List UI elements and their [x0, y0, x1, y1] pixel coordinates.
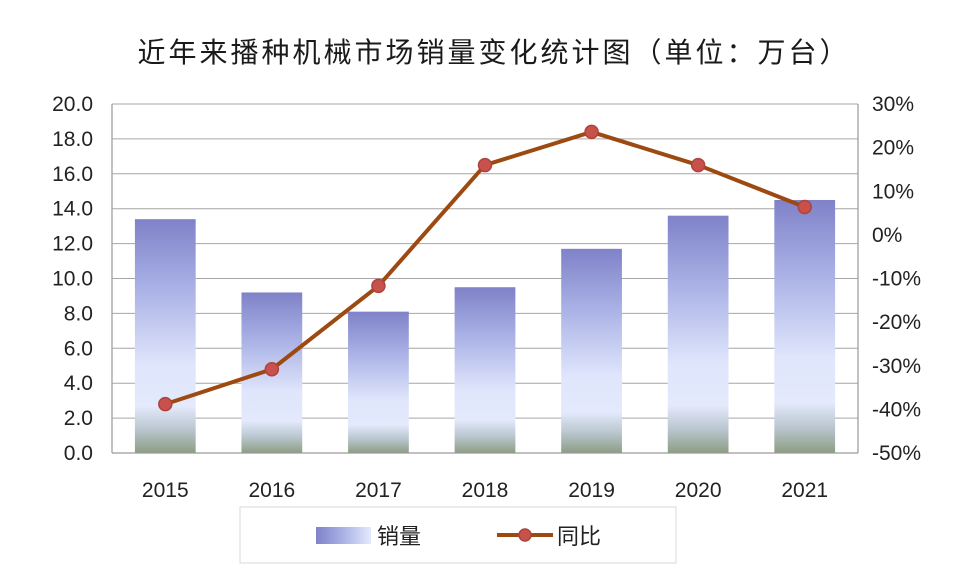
- x-tick-label: 2021: [781, 479, 828, 502]
- y-left-tick-label: 0.0: [64, 442, 93, 465]
- y-right-tick-label: -20%: [872, 311, 921, 334]
- x-tick-label: 2018: [462, 479, 509, 502]
- bar: [774, 199, 836, 453]
- line-marker: [264, 361, 280, 377]
- legend-bar-swatch: [316, 527, 371, 544]
- y-right-tick-label: 0%: [872, 224, 902, 247]
- y-right-tick-label: -40%: [872, 398, 921, 421]
- y-right-tick-label: 20%: [872, 137, 914, 160]
- bar: [561, 248, 622, 453]
- legend-box: [239, 506, 677, 564]
- y-left-tick-label: 6.0: [64, 337, 93, 360]
- x-tick-label: 2019: [568, 479, 615, 502]
- bar: [454, 287, 516, 453]
- y-left-tick-label: 20.0: [52, 93, 93, 116]
- y-right-tick-label: 10%: [872, 180, 914, 203]
- y-left-tick-label: 4.0: [64, 372, 93, 395]
- line-series: [158, 124, 812, 412]
- y-left-tick-label: 2.0: [64, 407, 93, 430]
- legend-line-marker: [518, 528, 532, 542]
- bar: [348, 311, 409, 453]
- bar-series: [134, 199, 836, 453]
- legend-label-bar: 销量: [377, 525, 421, 550]
- y-left-tick-label: 10.0: [52, 268, 93, 291]
- line-marker: [797, 199, 812, 215]
- line-marker: [477, 157, 493, 173]
- grid-and-axes: 0.0 2.0 4.0 6.0 8.0 10.0 12.0 14.0 16.0 18.0 20.0 -…: [52, 93, 921, 465]
- line-marker: [690, 157, 706, 173]
- y-right-tick-label: -10%: [872, 268, 921, 291]
- legend: 销量 同比: [239, 506, 677, 564]
- y-right-tick-label: 30%: [872, 93, 914, 116]
- line-marker: [371, 278, 386, 294]
- bar: [667, 215, 729, 453]
- y-right-tick-label: -30%: [872, 355, 921, 378]
- y-right-tick-label: -50%: [872, 442, 921, 465]
- x-tick-label: 2020: [675, 479, 722, 502]
- y-left-tick-label: 8.0: [64, 302, 93, 325]
- legend-label-line: 同比: [557, 525, 601, 550]
- bar: [134, 219, 196, 453]
- line-marker: [158, 396, 173, 412]
- x-axis-labels: 2015 2016 2017 2018 2019 2020 2021: [142, 479, 828, 502]
- x-tick-label: 2015: [142, 479, 189, 502]
- line-marker: [584, 124, 599, 140]
- x-tick-label: 2017: [355, 479, 402, 502]
- plot-frame: [111, 104, 859, 454]
- x-tick-label: 2016: [248, 479, 295, 502]
- y-left-tick-label: 16.0: [52, 163, 93, 186]
- y-left-tick-label: 14.0: [52, 198, 93, 221]
- y-left-tick-label: 18.0: [52, 128, 93, 151]
- chart-title: 近年来播种机械市场销量变化统计图（单位：万台）: [137, 36, 850, 69]
- y-left-tick-label: 12.0: [52, 233, 93, 256]
